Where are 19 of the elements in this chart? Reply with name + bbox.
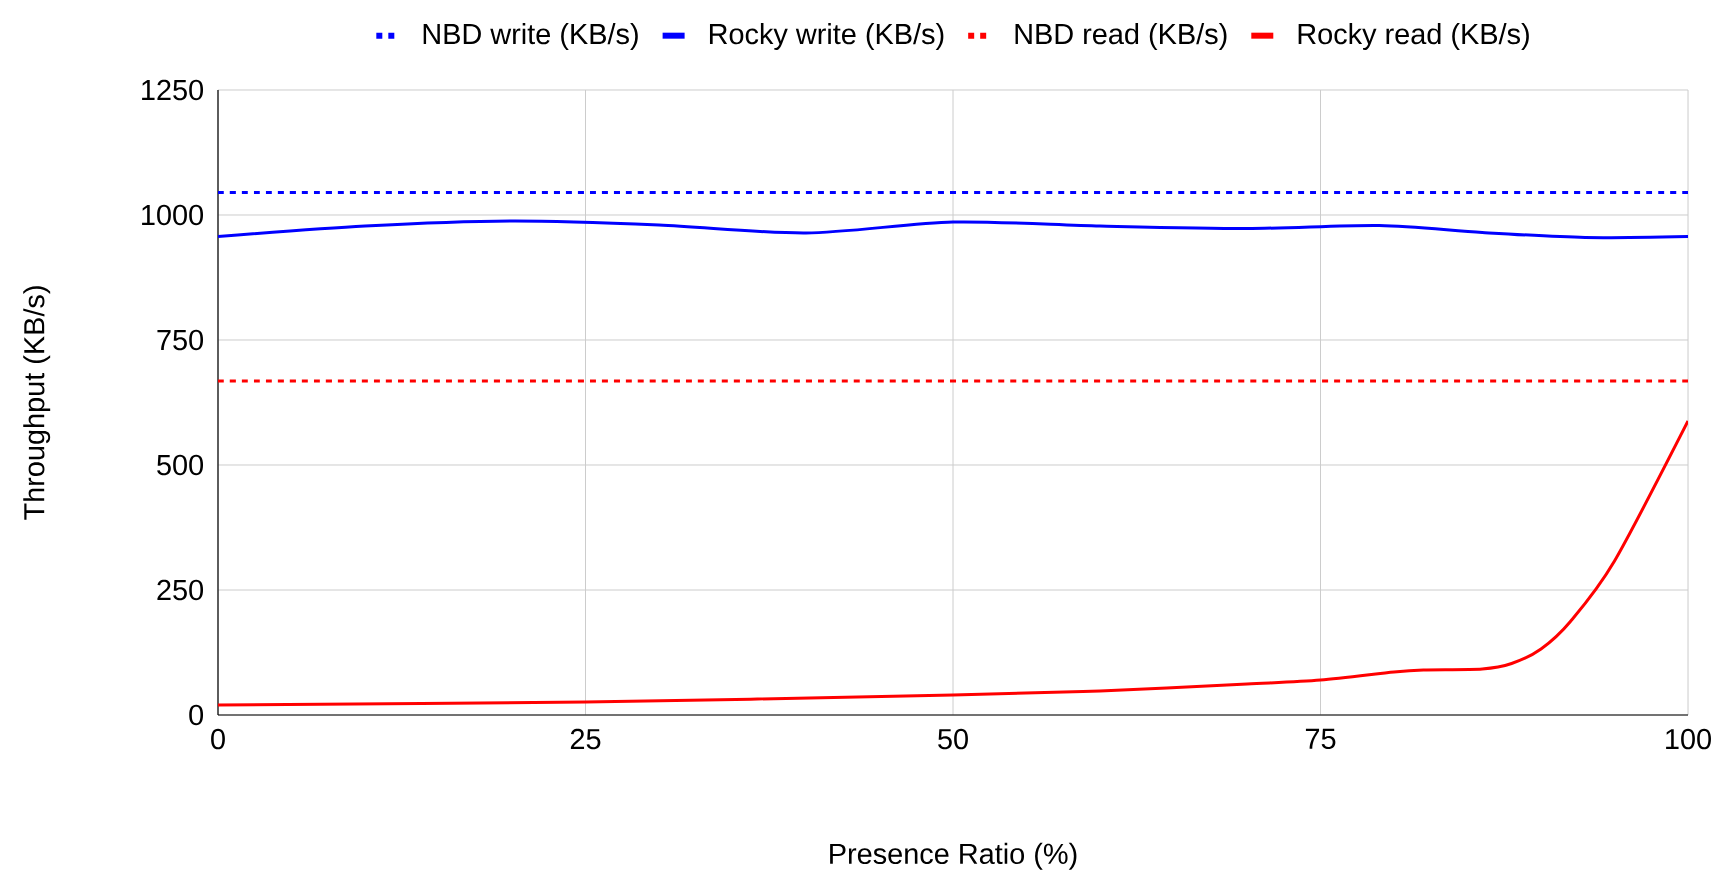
y-tick-label: 1000: [142, 204, 204, 226]
y-tick-label: 750: [157, 329, 204, 351]
x-tick-label: 75: [1305, 728, 1336, 749]
y-tick-label: 0: [189, 704, 204, 726]
y-tick-label: 500: [157, 454, 204, 476]
x-tick-label: 25: [570, 728, 601, 750]
legend-label: Rocky read (KB/s): [1298, 23, 1529, 50]
x-tick-label: 0: [211, 728, 225, 750]
y-tick-label: 250: [157, 579, 204, 601]
y-axis-title: Throughput (KB/s): [23, 286, 51, 520]
line-series: [218, 219, 1689, 240]
x-tick-label: 50: [938, 728, 968, 750]
x-tick-label: 100: [1666, 728, 1711, 750]
line-series: [218, 419, 1689, 707]
x-axis-title: Presence Ratio (%): [830, 842, 1077, 870]
legend-label: NBD read (KB/s): [1015, 23, 1227, 50]
y-tick-label: 1250: [142, 79, 204, 101]
legend-label: Rocky write (KB/s): [709, 23, 944, 50]
legend-label: NBD write (KB/s): [423, 23, 638, 50]
